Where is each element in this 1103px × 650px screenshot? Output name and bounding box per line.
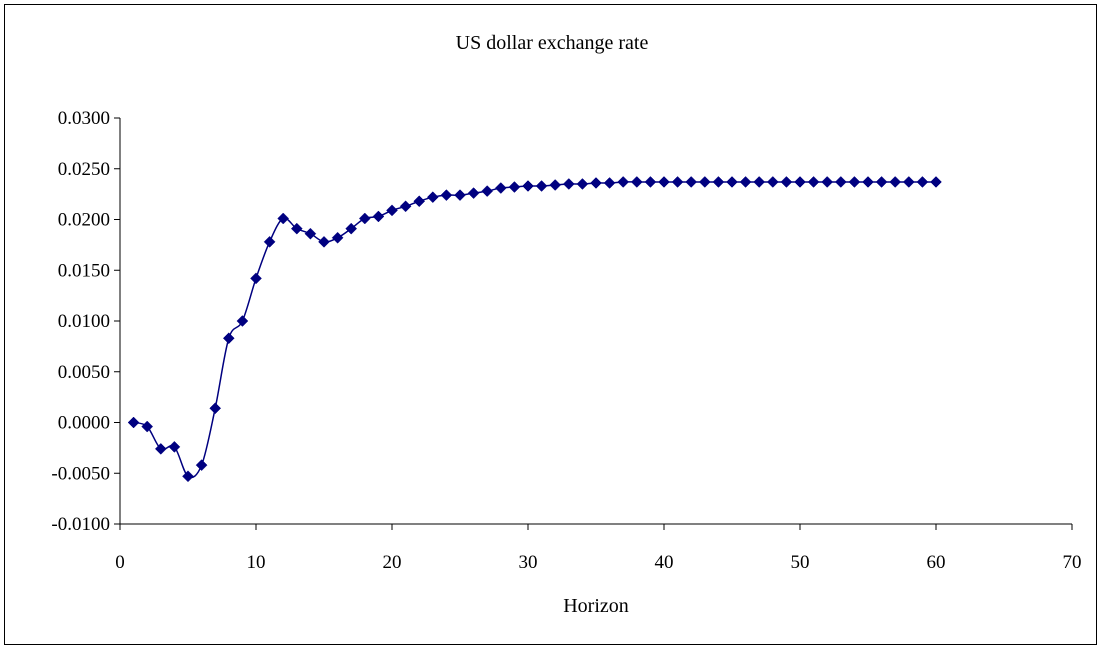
y-tick-label: -0.0100 <box>51 514 110 535</box>
data-point-marker <box>386 204 398 217</box>
data-point-marker <box>603 177 616 189</box>
data-point-marker <box>549 179 562 191</box>
x-tick-label: 40 <box>655 552 674 573</box>
series-markers <box>127 176 942 483</box>
data-point-marker <box>426 191 439 204</box>
x-tick-label: 50 <box>791 552 810 573</box>
data-point-marker <box>726 176 738 188</box>
data-point-marker <box>440 189 453 201</box>
x-tick-label: 0 <box>115 552 125 573</box>
data-point-marker <box>535 180 548 192</box>
data-point-marker <box>209 402 222 415</box>
data-point-marker <box>494 182 507 194</box>
data-point-marker <box>753 176 766 188</box>
data-point-marker <box>508 181 521 193</box>
data-point-marker <box>889 176 902 188</box>
data-point-marker <box>766 176 779 188</box>
data-point-marker <box>780 176 793 188</box>
data-point-marker <box>685 176 698 188</box>
y-axis: -0.0100 -0.0050 0.0000 0.0050 0.0100 0.0150 0.… <box>51 108 121 535</box>
data-point-marker <box>154 443 167 455</box>
data-point-marker <box>562 178 575 190</box>
data-point-marker <box>862 176 874 188</box>
data-point-marker <box>277 212 290 225</box>
data-point-marker <box>739 176 752 188</box>
y-tick-label: 0.0300 <box>58 108 110 129</box>
data-point-marker <box>698 176 711 188</box>
x-tick-label: 10 <box>247 552 266 573</box>
data-point-marker <box>481 185 494 197</box>
data-point-marker <box>658 176 670 188</box>
data-point-marker <box>821 176 834 188</box>
data-point-marker <box>141 420 154 433</box>
y-tick-label: 0.0100 <box>58 311 110 332</box>
data-point-marker <box>522 180 534 192</box>
x-tick-label: 70 <box>1063 552 1082 573</box>
data-point-marker <box>304 227 317 240</box>
data-point-marker <box>399 200 412 213</box>
data-point-marker <box>875 176 888 188</box>
data-point-marker <box>454 189 466 201</box>
data-point-marker <box>236 315 249 327</box>
series-line <box>133 181 936 479</box>
data-point-marker <box>848 176 861 188</box>
data-point-marker <box>902 176 915 188</box>
data-point-marker <box>127 416 140 429</box>
y-tick-label: 0.0000 <box>58 413 110 434</box>
data-point-marker <box>372 210 385 223</box>
data-point-marker <box>590 177 602 189</box>
data-point-marker <box>834 176 847 188</box>
chart-frame <box>4 4 1097 645</box>
y-tick-label: 0.0200 <box>58 210 110 231</box>
data-point-marker <box>916 176 929 188</box>
data-point-marker <box>331 231 344 244</box>
data-point-marker <box>930 176 942 188</box>
y-tick-label: 0.0050 <box>58 362 110 383</box>
data-point-marker <box>195 459 208 471</box>
data-point-marker <box>794 176 806 188</box>
data-point-marker <box>358 212 371 225</box>
data-point-marker <box>644 176 657 188</box>
x-axis: 0 10 20 30 40 50 60 70 <box>115 523 1082 573</box>
data-point-marker <box>617 176 630 188</box>
data-point-marker <box>807 176 820 188</box>
data-point-marker <box>630 176 643 188</box>
y-tick-label: 0.0250 <box>58 159 110 180</box>
data-point-marker <box>318 235 330 248</box>
data-point-marker <box>168 441 181 453</box>
data-point-marker <box>413 195 426 208</box>
data-point-marker <box>345 222 358 235</box>
data-point-marker <box>671 176 684 188</box>
data-point-marker <box>250 272 262 285</box>
data-point-marker <box>263 235 276 248</box>
y-tick-label: -0.0050 <box>51 463 110 484</box>
y-tick-label: 0.0150 <box>58 260 110 281</box>
x-tick-label: 20 <box>383 552 402 573</box>
data-point-marker <box>182 470 194 483</box>
x-tick-label: 30 <box>519 552 538 573</box>
data-point-marker <box>467 187 480 199</box>
data-point-marker <box>576 178 589 190</box>
data-point-marker <box>222 332 235 345</box>
x-axis-label: Horizon <box>563 595 629 617</box>
data-point-marker <box>712 176 725 188</box>
x-tick-label: 60 <box>927 552 946 573</box>
data-point-marker <box>290 222 303 235</box>
chart-title: US dollar exchange rate <box>456 32 649 54</box>
